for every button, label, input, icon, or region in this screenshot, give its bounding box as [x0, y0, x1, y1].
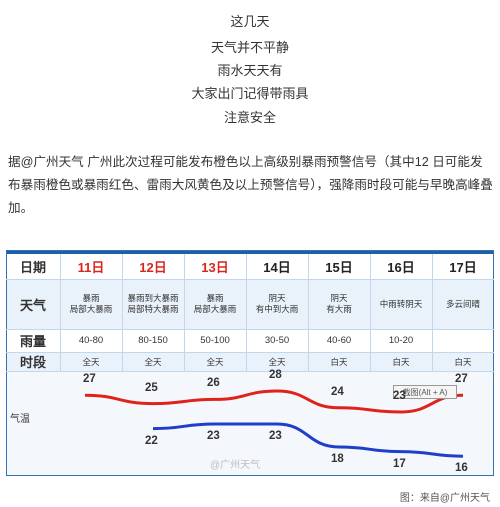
forecast-date: 13日	[201, 260, 229, 275]
weather-line-2: 有中到大雨	[255, 304, 299, 314]
high-temperature-value: 27	[83, 373, 96, 386]
forecast-date: 12日	[139, 260, 167, 275]
forecast-weather-cell: 暴雨到大暴雨 局部特大暴雨	[122, 279, 184, 329]
forecast-date: 15日	[325, 260, 353, 275]
forecast-period: 白天	[330, 356, 348, 367]
forecast-date: 16日	[387, 260, 415, 275]
weather-line-2: 局部大暴雨	[69, 304, 113, 314]
high-temperature-value: 26	[207, 377, 220, 390]
weibo-watermark: @广州天气	[210, 460, 261, 471]
forecast-rain: 80-150	[138, 335, 168, 346]
forecast-weather-cell: 阴天 有中到大雨	[246, 279, 308, 329]
date-row: 日期 11日 12日 13日 14日 15日 16日 17日	[6, 254, 494, 279]
low-temperature-value: 22	[145, 434, 158, 447]
weather-forecast-table: 日期 11日 12日 13日 14日 15日 16日 17日 天气 暴雨 局部大暴雨 暴雨到大暴…	[6, 250, 494, 476]
poem-line: 天气并不平静	[210, 40, 289, 55]
forecast-rain: 30-50	[264, 335, 290, 346]
weather-line-2: 局部特大暴雨	[127, 304, 179, 314]
period-row: 时段 全天 全天 全天 全天 白天 白天 白天	[6, 352, 494, 371]
high-temperature-value: 24	[331, 385, 344, 398]
weather-row: 天气 暴雨 局部大暴雨 暴雨到大暴雨 局部特大暴雨 暴雨 局部大暴雨 阴天 有中到大雨 阴天 有大…	[6, 279, 494, 329]
column-divider	[60, 254, 61, 371]
weather-line-1: 阴天	[330, 293, 348, 303]
forecast-date: 14日	[263, 260, 291, 275]
table-frame	[6, 250, 494, 476]
forecast-date: 11日	[77, 260, 105, 275]
low-temperature-line	[152, 422, 464, 458]
low-temperature-value: 23	[207, 430, 220, 442]
forecast-date: 17日	[449, 260, 477, 275]
forecast-rain: 40-60	[326, 335, 352, 346]
weather-line-1: 暴雨到大暴雨	[127, 293, 179, 303]
row-divider	[6, 279, 494, 280]
forecast-weather-text: 中雨转阴天	[380, 299, 423, 310]
row-divider	[6, 352, 494, 353]
date-label: 日期	[19, 260, 46, 275]
weather-line-1: 暴雨	[82, 293, 100, 303]
forecast-weather-cell: 多云间晴	[432, 279, 494, 329]
weather-line-1: 暴雨	[206, 293, 224, 303]
high-temperature-value: 25	[145, 381, 158, 394]
weather-line-1: 中雨转阴天	[379, 298, 423, 309]
low-temperature-value: 17	[393, 457, 406, 470]
row-divider	[6, 329, 494, 330]
forecast-weather-cell: 阴天 有大雨	[308, 279, 370, 329]
forecast-period: 全天	[206, 356, 224, 367]
low-temperature-value: 16	[455, 462, 468, 475]
low-temperature-value: 23	[269, 430, 282, 442]
low-temperature-value: 18	[331, 453, 344, 465]
high-temperature-value: 23	[393, 390, 406, 402]
poem-line: 这几天	[230, 14, 270, 29]
forecast-period: 白天	[392, 356, 410, 367]
temperature-label: 气温	[10, 414, 30, 425]
poem-line: 雨水天天有	[217, 63, 283, 78]
forecast-weather-text: 暴雨到大暴雨 局部特大暴雨	[127, 293, 178, 315]
high-temperature-value: 27	[455, 373, 468, 386]
column-divider	[308, 254, 309, 371]
forecast-period: 全天	[268, 356, 286, 367]
forecast-weather-text: 阴天 有大雨	[326, 293, 352, 315]
rain-row: 雨量 40-80 80-150 50-100 30-50 40-60 10-20	[6, 329, 494, 352]
weather-line-2: 有大雨	[326, 304, 352, 314]
weather-line-2: 局部大暴雨	[193, 304, 237, 314]
row-divider	[6, 371, 494, 372]
high-temperature-value: 28	[269, 369, 282, 381]
weather-label: 天气	[19, 297, 46, 313]
forecast-weather-text: 暴雨 局部大暴雨	[194, 293, 237, 315]
forecast-description: 据@广州天气 广州此次过程可能发布橙色以上高级别暴雨预警信号（其中12 日可能发…	[8, 155, 493, 215]
poem-line: 大家出门记得带雨具	[191, 86, 309, 101]
column-divider	[122, 254, 123, 371]
weather-line-1: 多云间晴	[445, 298, 480, 309]
forecast-rain: 10-20	[388, 335, 414, 346]
screenshot-tooltip: 截图(Alt + A)	[393, 385, 457, 399]
forecast-weather-text: 暴雨 局部大暴雨	[70, 293, 113, 315]
forecast-period: 全天	[82, 356, 100, 367]
rain-label: 雨量	[19, 334, 46, 349]
forecast-rain: 50-100	[200, 335, 230, 346]
column-divider	[370, 254, 371, 371]
forecast-weather-cell: 暴雨 局部大暴雨	[184, 279, 246, 329]
period-label: 时段	[19, 355, 46, 370]
column-divider	[432, 254, 433, 371]
high-temperature-line	[84, 389, 464, 414]
forecast-weather-cell: 中雨转阴天	[370, 279, 432, 329]
forecast-weather-cell: 暴雨 局部大暴雨	[60, 279, 122, 329]
forecast-rain: 40-80	[78, 335, 104, 346]
column-divider	[246, 254, 247, 371]
forecast-weather-text: 阴天 有中到大雨	[256, 293, 299, 315]
forecast-period: 白天	[454, 356, 472, 367]
forecast-weather-text: 多云间晴	[446, 299, 480, 310]
column-divider	[184, 254, 185, 371]
weather-line-1: 阴天	[268, 293, 286, 303]
poem-line: 注意安全	[223, 110, 276, 125]
forecast-period: 全天	[144, 356, 162, 367]
image-credit: 图：来自@广州天气	[399, 493, 490, 504]
temperature-chart	[84, 389, 464, 458]
table-top-bar	[6, 250, 494, 254]
